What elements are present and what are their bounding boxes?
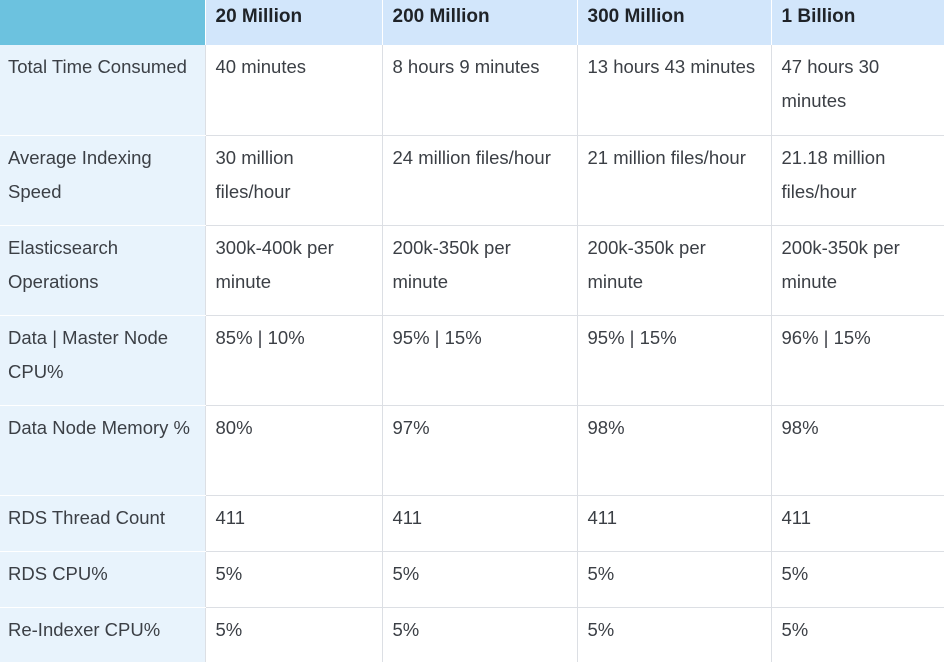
table-cell: 300k-400k per minute xyxy=(204,225,382,316)
column-header: 1 Billion xyxy=(770,0,944,45)
table-row: Total Time Consumed 40 minutes 8 hours 9… xyxy=(0,45,944,136)
table-row: Re-Indexer CPU% 5% 5% 5% 5% xyxy=(0,607,944,662)
table-cell: 411 xyxy=(770,495,944,552)
table-cell: 24 million files/hour xyxy=(381,135,577,226)
table-cell: 5% xyxy=(381,607,577,662)
row-label: Elasticsearch Operations xyxy=(0,225,205,316)
header-row: 20 Million 200 Million 300 Million 1 Bil… xyxy=(0,0,944,45)
table-cell: 40 minutes xyxy=(204,45,382,136)
column-header: 300 Million xyxy=(576,0,771,45)
table-cell: 97% xyxy=(381,405,577,496)
table-row: Average Indexing Speed 30 million files/… xyxy=(0,135,944,226)
table-cell: 21.18 million files/hour xyxy=(770,135,944,226)
table-cell: 47 hours 30 minutes xyxy=(770,45,944,136)
table-cell: 13 hours 43 minutes xyxy=(576,45,771,136)
row-label: Average Indexing Speed xyxy=(0,135,205,226)
table-cell: 200k-350k per minute xyxy=(770,225,944,316)
table-cell: 95% | 15% xyxy=(576,315,771,406)
table-cell: 21 million files/hour xyxy=(576,135,771,226)
table-row: RDS CPU% 5% 5% 5% 5% xyxy=(0,551,944,608)
table-cell: 5% xyxy=(576,607,771,662)
row-label: Re-Indexer CPU% xyxy=(0,607,205,662)
column-header: 200 Million xyxy=(381,0,577,45)
table-cell: 411 xyxy=(576,495,771,552)
table-cell: 98% xyxy=(576,405,771,496)
row-label: RDS Thread Count xyxy=(0,495,205,552)
row-label: Total Time Consumed xyxy=(0,45,205,136)
table-cell: 95% | 15% xyxy=(381,315,577,406)
table-row: RDS Thread Count 411 411 411 411 xyxy=(0,495,944,552)
table-cell: 8 hours 9 minutes xyxy=(381,45,577,136)
row-label: Data Node Memory % xyxy=(0,405,205,496)
row-label: Data | Master Node CPU% xyxy=(0,315,205,406)
column-header: 20 Million xyxy=(204,0,382,45)
table-cell: 30 million files/hour xyxy=(204,135,382,226)
table-cell: 80% xyxy=(204,405,382,496)
table-row: Data | Master Node CPU% 85% | 10% 95% | … xyxy=(0,315,944,406)
table-row: Elasticsearch Operations 300k-400k per m… xyxy=(0,225,944,316)
table-cell: 85% | 10% xyxy=(204,315,382,406)
table-cell: 411 xyxy=(381,495,577,552)
corner-header xyxy=(0,0,205,45)
table-cell: 411 xyxy=(204,495,382,552)
row-label: RDS CPU% xyxy=(0,551,205,608)
table-row: Data Node Memory % 80% 97% 98% 98% xyxy=(0,405,944,496)
table-cell: 96% | 15% xyxy=(770,315,944,406)
table-cell: 200k-350k per minute xyxy=(381,225,577,316)
table-cell: 98% xyxy=(770,405,944,496)
table-cell: 5% xyxy=(576,551,771,608)
table-cell: 5% xyxy=(770,607,944,662)
table-cell: 5% xyxy=(381,551,577,608)
table-cell: 200k-350k per minute xyxy=(576,225,771,316)
table-cell: 5% xyxy=(204,607,382,662)
table-cell: 5% xyxy=(204,551,382,608)
table-cell: 5% xyxy=(770,551,944,608)
